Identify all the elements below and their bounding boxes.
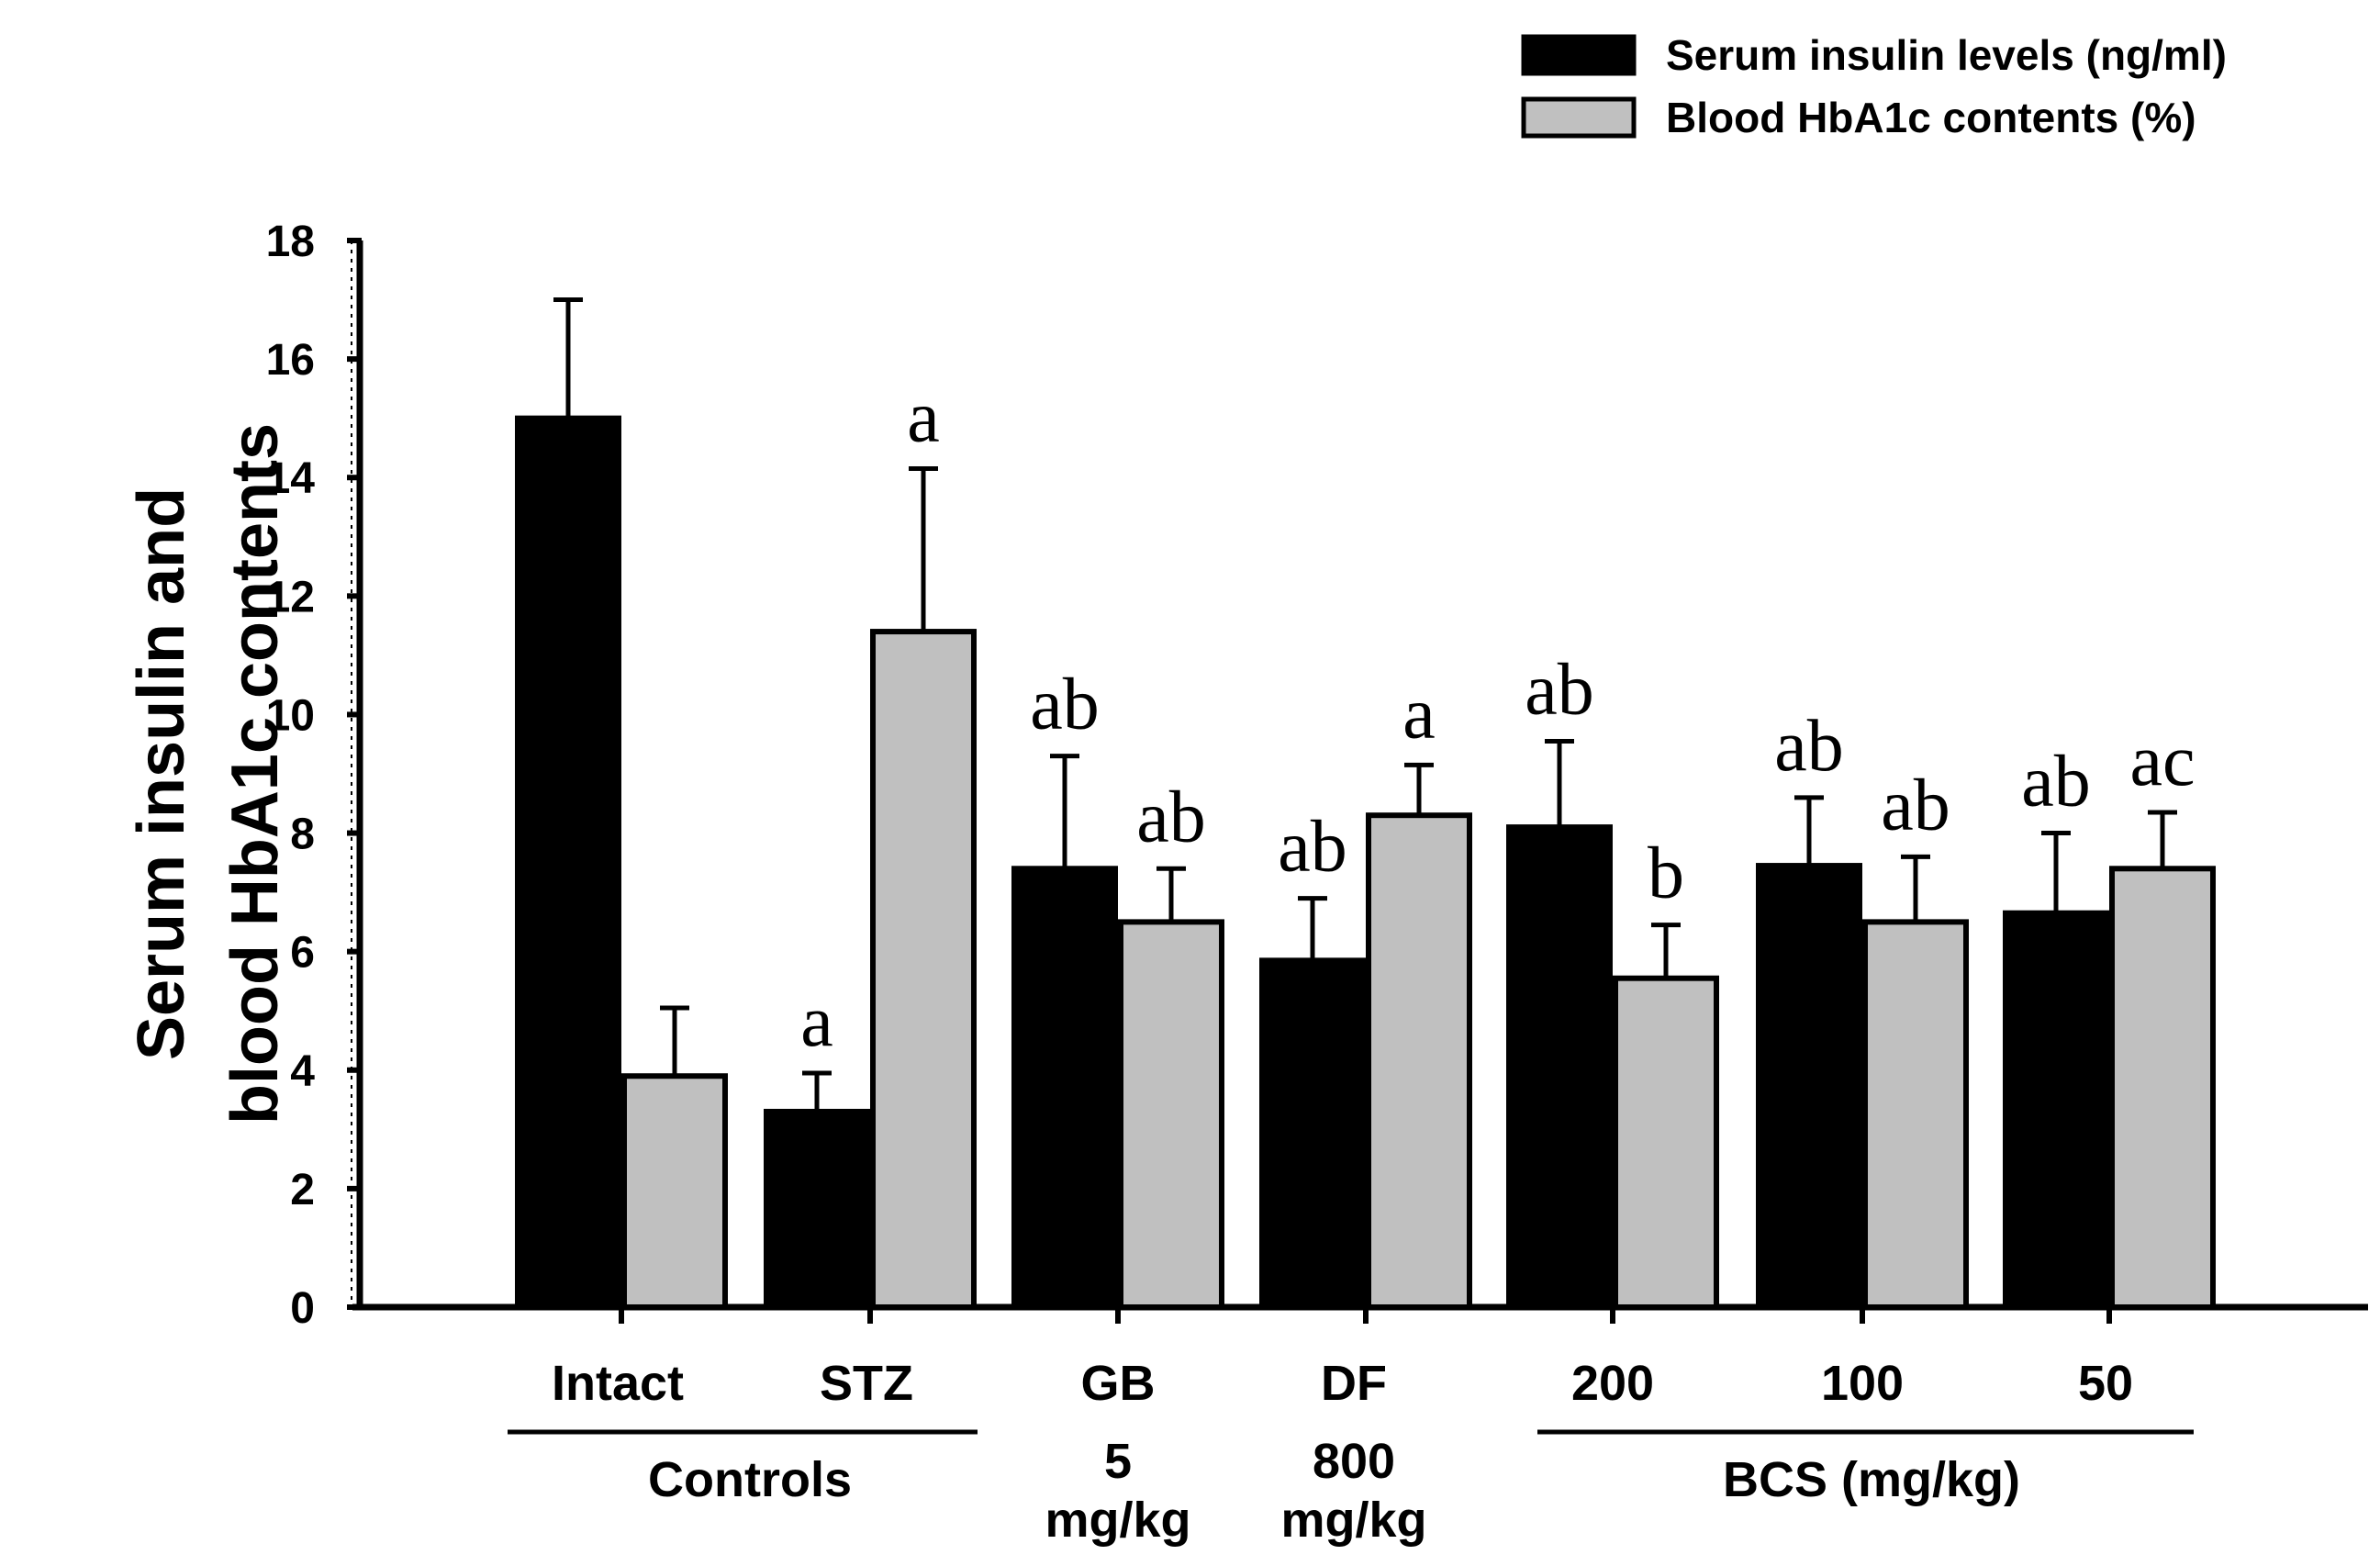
insulin-bar bbox=[1756, 863, 1862, 1310]
hba1c-significance-label: ab bbox=[1136, 777, 1206, 857]
hba1c-bar bbox=[2109, 866, 2216, 1310]
category-sublabel: mg/kg bbox=[1280, 1493, 1426, 1548]
category-sublabel: 5 bbox=[1104, 1434, 1132, 1489]
y-axis-title-line: Serum insulin and bbox=[125, 487, 198, 1060]
legend-swatch-hba1c bbox=[1521, 96, 1637, 139]
hba1c-bar bbox=[1862, 919, 1969, 1311]
insulin-significance-label: ab bbox=[1030, 665, 1100, 745]
insulin-bar bbox=[764, 1108, 870, 1311]
y-tick-label: 6 bbox=[290, 929, 315, 978]
hba1c-bar bbox=[621, 1073, 728, 1310]
y-tick-label: 16 bbox=[266, 336, 315, 385]
insulin-bar bbox=[1506, 824, 1613, 1310]
legend-label-hba1c: Blood HbA1c contents (%) bbox=[1666, 94, 2196, 141]
legend-swatch-insulin bbox=[1521, 34, 1637, 76]
y-tick-label: 2 bbox=[290, 1166, 315, 1214]
y-tick-label: 4 bbox=[290, 1047, 315, 1096]
y-axis-title-line: blood HbA1c contents bbox=[218, 423, 292, 1124]
hba1c-bar bbox=[1366, 812, 1472, 1310]
legend-label-insulin: Serum insulin levels (ng/ml) bbox=[1666, 31, 2227, 79]
group-label: BCS (mg/kg) bbox=[1723, 1452, 2020, 1507]
category-label: GB bbox=[1081, 1356, 1156, 1411]
y-tick-label: 8 bbox=[290, 811, 315, 859]
category-sublabel: mg/kg bbox=[1045, 1493, 1190, 1548]
insulin-significance-label: ab bbox=[1774, 706, 1844, 787]
y-axis-title: Serum insulin and blood HbA1c contents bbox=[125, 423, 292, 1124]
insulin-significance-label: ab bbox=[1525, 649, 1594, 730]
hba1c-bar bbox=[1118, 919, 1224, 1311]
insulin-bar bbox=[515, 415, 621, 1310]
hba1c-bar bbox=[1613, 975, 1719, 1310]
hba1c-significance-label: b bbox=[1648, 833, 1684, 914]
hba1c-significance-label: ac bbox=[2129, 721, 2195, 801]
category-sublabel: 800 bbox=[1313, 1434, 1395, 1489]
y-tick-label: 18 bbox=[266, 218, 315, 266]
y-tick-label: 12 bbox=[266, 573, 315, 621]
group-label: Controls bbox=[648, 1452, 852, 1507]
hba1c-bar bbox=[870, 629, 977, 1310]
hba1c-significance-label: a bbox=[907, 377, 940, 458]
insulin-significance-label: ab bbox=[2021, 742, 2091, 822]
insulin-significance-label: ab bbox=[1278, 807, 1347, 888]
hba1c-significance-label: ab bbox=[1881, 765, 1950, 845]
insulin-significance-label: a bbox=[800, 981, 833, 1062]
y-tick-label: 0 bbox=[290, 1284, 315, 1333]
category-label: 50 bbox=[2078, 1356, 2133, 1411]
hba1c-significance-label: a bbox=[1402, 673, 1436, 754]
insulin-bar bbox=[2003, 910, 2109, 1310]
category-label: STZ bbox=[820, 1356, 913, 1411]
category-label: 100 bbox=[1821, 1356, 1904, 1411]
insulin-bar bbox=[1259, 957, 1366, 1310]
category-label: Intact bbox=[552, 1356, 684, 1411]
insulin-bar bbox=[1011, 866, 1118, 1310]
y-tick-label: 10 bbox=[266, 691, 315, 740]
category-label: DF bbox=[1321, 1356, 1387, 1411]
category-label: 200 bbox=[1571, 1356, 1654, 1411]
y-tick-label: 14 bbox=[266, 454, 316, 503]
